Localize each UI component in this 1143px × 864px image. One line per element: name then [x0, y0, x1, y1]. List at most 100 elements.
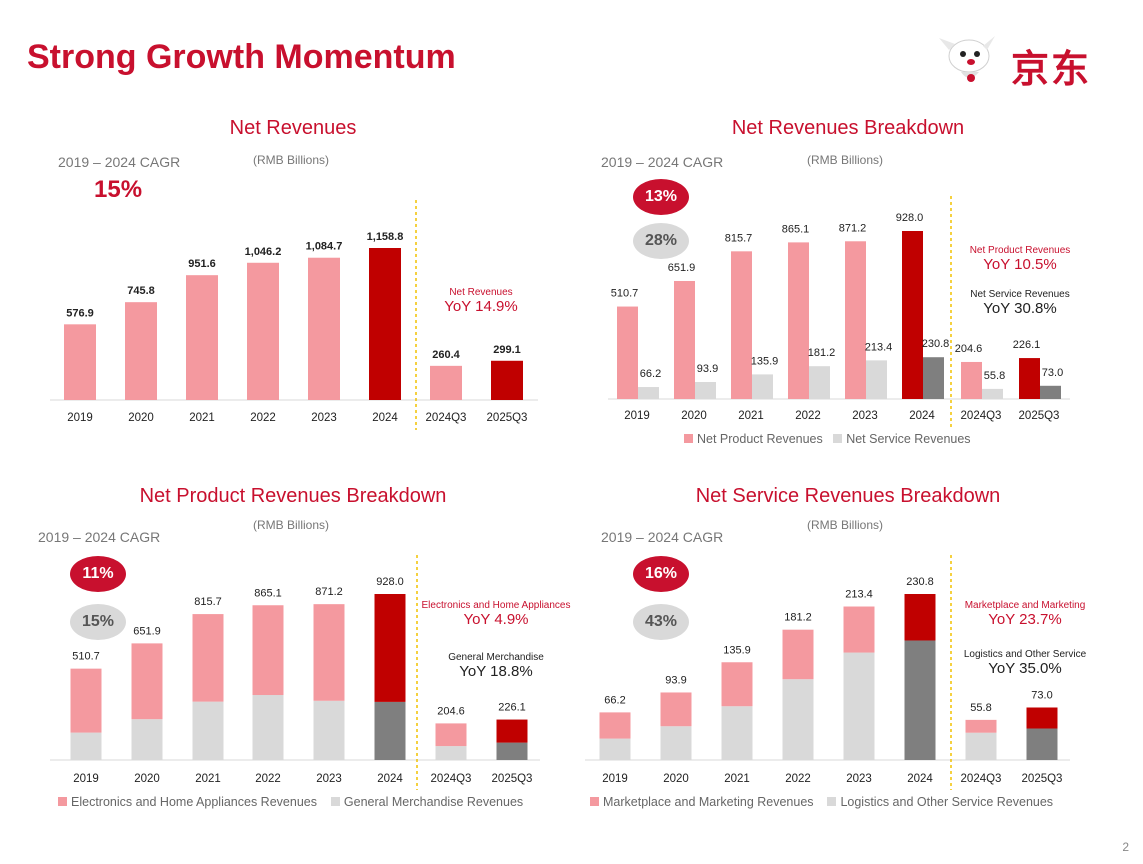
upper-segment-2021 — [192, 614, 224, 702]
breakdown-note-service: Net Service Revenues YoY 30.8% — [970, 289, 1070, 317]
service-bar-2025Q3 — [1040, 385, 1061, 399]
total-label-2024: 928.0 — [376, 576, 404, 588]
lower-segment-2021 — [721, 706, 753, 760]
service-note-logistics-label: Logistics and Other Service — [963, 649, 1087, 660]
tick-2022: 2022 — [255, 773, 281, 785]
product-note-merchandise: General Merchandise YoY 18.8% — [448, 652, 544, 680]
lower-segment-2023 — [313, 700, 345, 760]
service-label-2024Q3: 55.8 — [984, 370, 1005, 382]
bar-2019 — [64, 324, 96, 400]
slide-title: Strong Growth Momentum — [27, 38, 456, 76]
lower-segment-2021 — [192, 701, 224, 760]
lower-segment-2024Q3 — [435, 746, 467, 760]
product-note-electronics-label: Electronics and Home Appliances — [421, 600, 571, 611]
jd-logo: 京东 — [935, 32, 1110, 91]
service-title: Net Service Revenues Breakdown — [695, 485, 1001, 507]
tick-2019: 2019 — [73, 773, 99, 785]
service-note-marketplace: Marketplace and Marketing YoY 23.7% — [965, 600, 1086, 628]
product-bar-2024Q3 — [961, 361, 982, 399]
tick-2024: 2024 — [907, 773, 933, 785]
tick-2025Q3: 2025Q3 — [1019, 410, 1060, 422]
logo-text: 京东 — [1011, 49, 1092, 91]
bar-2024Q3 — [430, 365, 462, 400]
tick-2024: 2024 — [377, 773, 403, 785]
service-bar-2019 — [638, 387, 659, 399]
total-label-2024Q3: 204.6 — [437, 705, 465, 717]
lower-segment-2022 — [782, 679, 814, 760]
upper-segment-2021 — [721, 662, 753, 707]
upper-segment-2019 — [599, 712, 631, 739]
lower-segment-2020 — [660, 726, 692, 760]
lower-segment-2023 — [843, 652, 875, 760]
tick-2025Q3: 2025Q3 — [492, 773, 533, 785]
service-label-2024: 230.8 — [922, 338, 950, 350]
total-label-2021: 815.7 — [194, 596, 222, 608]
total-label-2019: 510.7 — [72, 651, 100, 663]
product-label-2025Q3: 226.1 — [1013, 339, 1041, 351]
net-revenues-note: Net Revenues YoY 14.9% — [444, 287, 517, 315]
product-bar-2025Q3 — [1019, 358, 1040, 399]
data-label-2021: 951.6 — [188, 258, 216, 270]
net-revenues-note-label: Net Revenues — [449, 287, 513, 298]
tick-2021: 2021 — [738, 410, 764, 422]
tick-2023: 2023 — [311, 412, 337, 424]
service-label-2023: 213.4 — [865, 341, 893, 353]
tick-2024: 2024 — [372, 412, 398, 424]
service-unit: (RMB Billions) — [807, 518, 884, 532]
service-cagr-logistics-pill: 43% — [633, 604, 689, 640]
product-bar-2021 — [731, 251, 752, 399]
product-label-2024Q3: 204.6 — [955, 343, 983, 355]
legend-logistics: Logistics and Other Service Revenues — [827, 795, 1053, 809]
breakdown-unit: (RMB Billions) — [807, 153, 884, 167]
total-label-2025Q3: 226.1 — [498, 702, 526, 714]
product-note-electronics: Electronics and Home Appliances YoY 4.9% — [422, 600, 571, 628]
bar-2021 — [186, 275, 218, 400]
breakdown-note-service-yoy: YoY 30.8% — [983, 300, 1057, 317]
product-cagr-merchandise-pill: 15% — [70, 604, 126, 640]
data-label-2025Q3: 299.1 — [493, 344, 521, 356]
data-label-2024: 1,158.8 — [367, 231, 404, 243]
legend-net-product: Net Product Revenues — [684, 432, 823, 446]
breakdown-legend: Net Product Revenues Net Service Revenue… — [684, 432, 971, 446]
tick-2019: 2019 — [602, 773, 628, 785]
total-label-2019: 66.2 — [604, 694, 625, 706]
total-label-2025Q3: 73.0 — [1031, 689, 1052, 701]
lower-segment-2024 — [374, 701, 406, 760]
breakdown-cagr-product-pill: 13% — [633, 179, 689, 215]
product-label-2023: 871.2 — [839, 222, 867, 234]
service-label-2025Q3: 73.0 — [1042, 367, 1063, 379]
bar-2020 — [125, 302, 157, 400]
total-label-2023: 213.4 — [845, 589, 873, 601]
service-note-logistics-yoy: YoY 35.0% — [988, 660, 1062, 677]
product-unit: (RMB Billions) — [253, 518, 330, 532]
product-label-2020: 651.9 — [668, 262, 696, 274]
tick-2019: 2019 — [624, 410, 650, 422]
data-label-2024Q3: 260.4 — [432, 349, 460, 361]
data-label-2019: 576.9 — [66, 307, 94, 319]
product-bar-2023 — [845, 241, 866, 399]
bar-2023 — [308, 257, 340, 400]
service-bar-2021 — [752, 374, 773, 399]
total-label-2023: 871.2 — [315, 586, 343, 598]
tick-2025Q3: 2025Q3 — [487, 412, 528, 424]
product-title: Net Product Revenues Breakdown — [139, 485, 447, 507]
service-note-marketplace-yoy: YoY 23.7% — [988, 611, 1062, 628]
net-revenues-unit: (RMB Billions) — [253, 153, 330, 167]
product-bar-2019 — [617, 306, 638, 399]
net-revenues-cagr-label: 2019 – 2024 CAGR — [58, 154, 181, 170]
service-note-marketplace-label: Marketplace and Marketing — [964, 600, 1086, 611]
product-cagr-electronics-pill: 11% — [70, 556, 126, 592]
tick-2023: 2023 — [852, 410, 878, 422]
service-label-2019: 66.2 — [640, 368, 661, 380]
net-revenues-note-yoy: YoY 14.9% — [444, 298, 518, 315]
data-label-2020: 745.8 — [127, 285, 155, 297]
tick-2024Q3: 2024Q3 — [426, 412, 467, 424]
lower-segment-2019 — [599, 738, 631, 760]
upper-segment-2020 — [131, 643, 163, 720]
bar-2024 — [369, 248, 401, 400]
tick-2020: 2020 — [681, 410, 707, 422]
total-label-2021: 135.9 — [723, 644, 751, 656]
